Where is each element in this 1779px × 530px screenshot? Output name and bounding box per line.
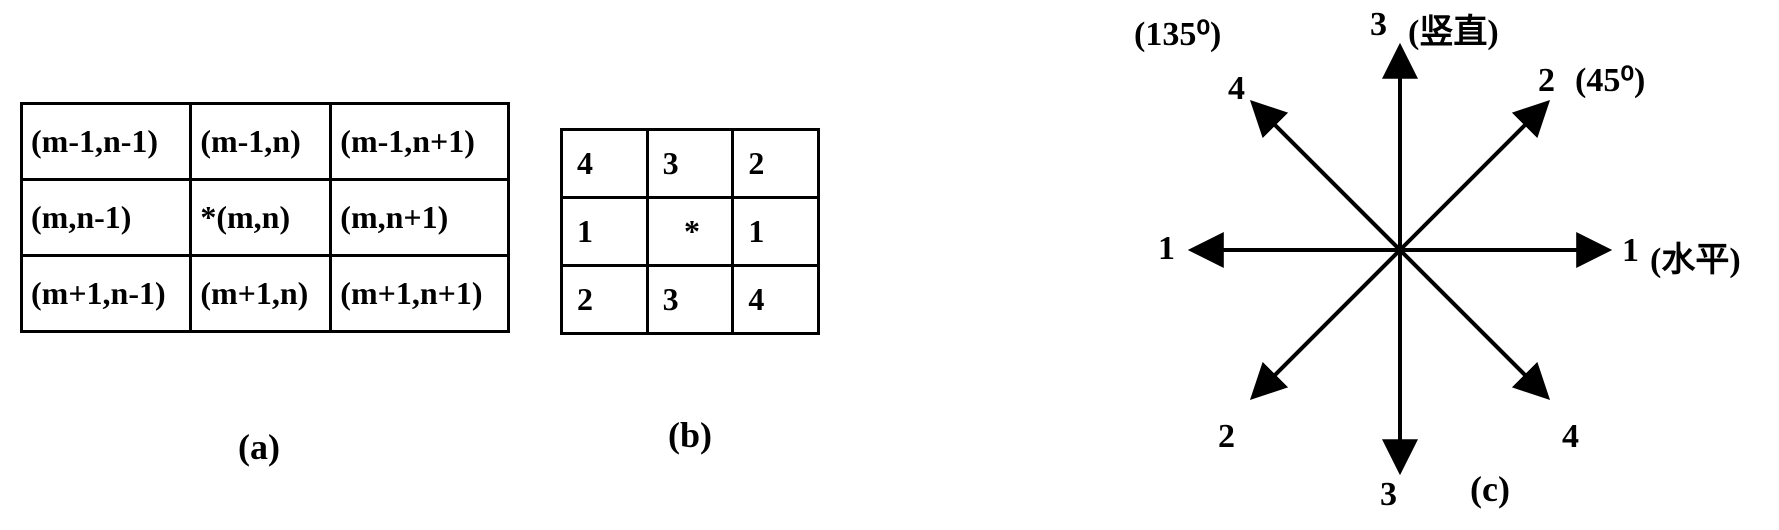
dir-label-upleft-num: 4	[1228, 70, 1245, 108]
dir-label-upright-num: 2	[1538, 62, 1555, 100]
dir-label-downleft-num: 2	[1218, 418, 1235, 456]
dir-label-right-note: (水平)	[1650, 232, 1741, 281]
dir-label-downright-num: 4	[1562, 418, 1579, 456]
arrow-up-left	[1255, 105, 1400, 250]
dir-label-upleft-note: (135⁰)	[1134, 14, 1221, 54]
dir-label-right-num: 1	[1622, 232, 1639, 270]
arrow-down-left	[1255, 250, 1400, 395]
arrow-up-right	[1400, 105, 1545, 250]
panel-c-arrows	[0, 0, 1779, 530]
dir-label-upright-note: (45⁰)	[1575, 60, 1645, 100]
dir-label-up-note: (竖直)	[1408, 4, 1499, 53]
dir-label-up-num: 3	[1370, 6, 1387, 44]
panel-c-caption: (c)	[1470, 468, 1510, 510]
dir-label-left-num: 1	[1158, 230, 1175, 268]
dir-label-down-num: 3	[1380, 476, 1397, 514]
arrow-down-right	[1400, 250, 1545, 395]
